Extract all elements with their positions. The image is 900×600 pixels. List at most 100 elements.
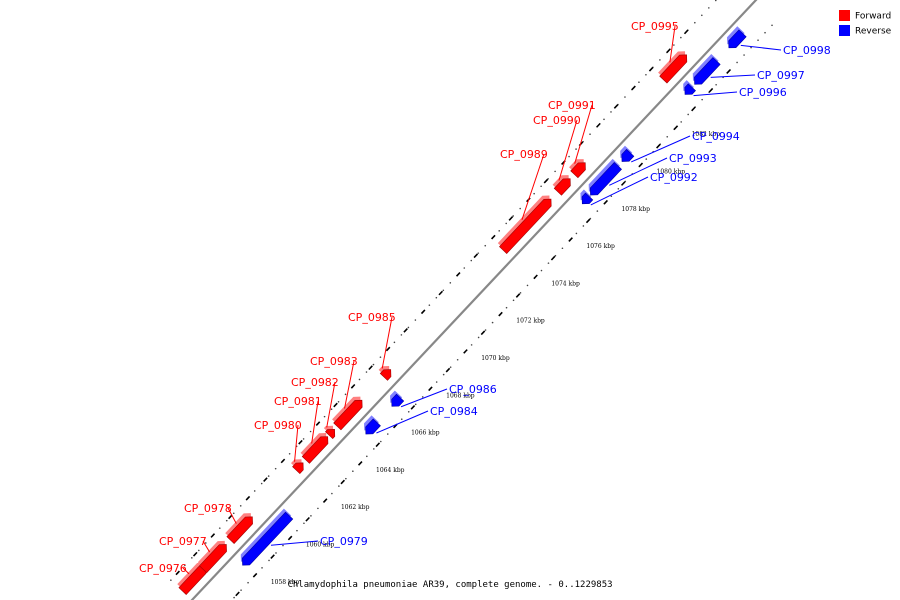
- ruler-tick-label: 1070 kbp: [481, 355, 510, 362]
- gene-label[interactable]: CP_0998: [783, 44, 831, 57]
- ruler-tick-label: 1066 kbp: [411, 430, 440, 437]
- gene-cp-0983[interactable]: [332, 396, 363, 431]
- gene-label[interactable]: CP_0991: [548, 99, 596, 112]
- legend-forward-swatch: [839, 10, 850, 21]
- gene-cp-0994[interactable]: [620, 145, 635, 162]
- ruler-tick-mark: [480, 330, 486, 336]
- ruler-tick-label: 1064 kbp: [376, 467, 405, 474]
- ruler-tick-label: 1058 kbp: [271, 579, 300, 586]
- ruler-tick-mark: [192, 551, 198, 557]
- ruler-tick-mark: [613, 104, 619, 109]
- ruler-tick-mark: [245, 495, 251, 501]
- gene-label[interactable]: CP_0978: [184, 502, 232, 515]
- gene-cp-0993[interactable]: [588, 158, 622, 196]
- gene-label[interactable]: CP_0979: [320, 535, 368, 548]
- ruler-tick-mark: [455, 272, 461, 277]
- gene-cp-0979[interactable]: [240, 508, 294, 566]
- ruler-tick-mark: [305, 516, 310, 522]
- map-caption: Chlamydophila pneumoniae AR39, complete …: [287, 580, 612, 590]
- gene-cp-0996[interactable]: [683, 80, 696, 95]
- ruler-tick-mark: [666, 48, 671, 53]
- ruler-tick-mark: [333, 402, 338, 408]
- gene-label[interactable]: CP_0996: [739, 86, 787, 99]
- ruler-tick-label: 1068 kbp: [446, 392, 475, 399]
- gene-cp-0980[interactable]: [290, 459, 304, 474]
- gene-label[interactable]: CP_0980: [254, 419, 302, 432]
- gene-label[interactable]: CP_0983: [310, 355, 358, 368]
- gene-leader-line: [381, 316, 393, 369]
- gene-cp-0981[interactable]: [300, 433, 329, 464]
- gene-label[interactable]: CP_0977: [159, 535, 207, 548]
- gene-cp-0984[interactable]: [364, 415, 381, 435]
- ruler-tick-mark: [270, 554, 275, 559]
- ruler-ticks: 1058 kbp 1060 kbp 1062 kbp 1064 kbp 1066 kbp…: [175, 29, 731, 597]
- gene-label[interactable]: CP_0976: [139, 562, 187, 575]
- ruler-tick-mark: [228, 514, 233, 520]
- gene-label[interactable]: CP_0995: [631, 20, 679, 33]
- gene-label[interactable]: CP_0992: [650, 171, 698, 184]
- ruler-tick-mark: [385, 346, 391, 352]
- ruler-tick-mark: [726, 69, 731, 75]
- gene-leader-line: [227, 507, 237, 524]
- gene-label[interactable]: CP_0989: [500, 148, 548, 161]
- gene-cp-0997[interactable]: [692, 53, 721, 85]
- ruler-tick-mark: [691, 106, 696, 112]
- gene-leader-line: [376, 410, 429, 434]
- legend: Forward Reverse: [839, 10, 892, 37]
- gene-cp-0986[interactable]: [390, 390, 405, 407]
- ruler-tick-label: 1074 kbp: [551, 280, 580, 287]
- ruler-tick-mark: [648, 66, 654, 72]
- ruler-tick-mark: [410, 405, 416, 410]
- gene-label[interactable]: CP_0982: [291, 376, 339, 389]
- ruler-tick-mark: [252, 572, 258, 578]
- ruler-tick-mark: [473, 253, 479, 259]
- gene-leader-line: [609, 157, 668, 186]
- gene-labels: CP_0976 CP_0977 CP_0978 CP_0979 CP_0980 CP_09…: [139, 20, 831, 575]
- ruler-tick-mark: [350, 383, 356, 389]
- gene-cp-0990[interactable]: [552, 175, 571, 196]
- ruler-tick-mark: [322, 498, 328, 504]
- ruler-tick-mark: [445, 367, 451, 373]
- ruler-tick-label: 1080 kbp: [657, 168, 686, 175]
- ruler-tick-mark: [673, 125, 679, 130]
- gene-leader-line: [710, 74, 756, 78]
- legend-reverse-swatch: [839, 25, 850, 36]
- gene-cp-0991[interactable]: [569, 159, 586, 179]
- gene-leader-line: [574, 104, 593, 164]
- gene-label[interactable]: CP_0981: [274, 395, 322, 408]
- gene-label[interactable]: CP_0985: [348, 311, 396, 324]
- ruler-tick-mark: [368, 365, 373, 371]
- ruler-tick-mark: [508, 216, 514, 221]
- genome-backbone: [188, 0, 760, 600]
- gene-label[interactable]: CP_0993: [669, 152, 717, 165]
- ruler-tick-mark: [631, 85, 636, 91]
- ruler-tick-label: 1082 kbp: [692, 131, 721, 138]
- gene-label[interactable]: CP_0997: [757, 69, 805, 82]
- gene-leader-line: [740, 44, 782, 51]
- gene-label[interactable]: CP_0986: [449, 383, 497, 396]
- gene-cp-0992[interactable]: [580, 189, 594, 205]
- ruler-tick-mark: [683, 29, 689, 35]
- ruler-tick-mark: [375, 442, 381, 448]
- ruler-tick-mark: [498, 311, 503, 317]
- ruler-tick-mark: [463, 349, 468, 354]
- gene-cp-0982[interactable]: [323, 425, 336, 440]
- ruler-tick-mark: [357, 460, 363, 466]
- ruler-tick-mark: [708, 87, 714, 93]
- ruler-tick-mark: [210, 533, 216, 538]
- gene-cp-0985[interactable]: [378, 365, 392, 381]
- gene-leader-line: [693, 91, 738, 97]
- gene-label[interactable]: CP_0984: [430, 405, 478, 418]
- gene-cp-0995[interactable]: [658, 51, 688, 84]
- gene-cp-0989[interactable]: [497, 195, 552, 254]
- gene-cp-0977[interactable]: [197, 540, 227, 574]
- gene-label[interactable]: CP_0990: [533, 114, 581, 127]
- ruler-tick-label: 1078 kbp: [621, 206, 650, 213]
- gene-cp-0998[interactable]: [727, 26, 747, 49]
- gene-label[interactable]: CP_0994: [692, 130, 740, 143]
- ruler-tick-mark: [491, 234, 496, 240]
- gene-cp-0978[interactable]: [225, 513, 253, 544]
- ruler-tick-mark: [315, 421, 321, 426]
- ruler-tick-mark: [420, 309, 426, 315]
- ruler-tick-mark: [235, 591, 240, 597]
